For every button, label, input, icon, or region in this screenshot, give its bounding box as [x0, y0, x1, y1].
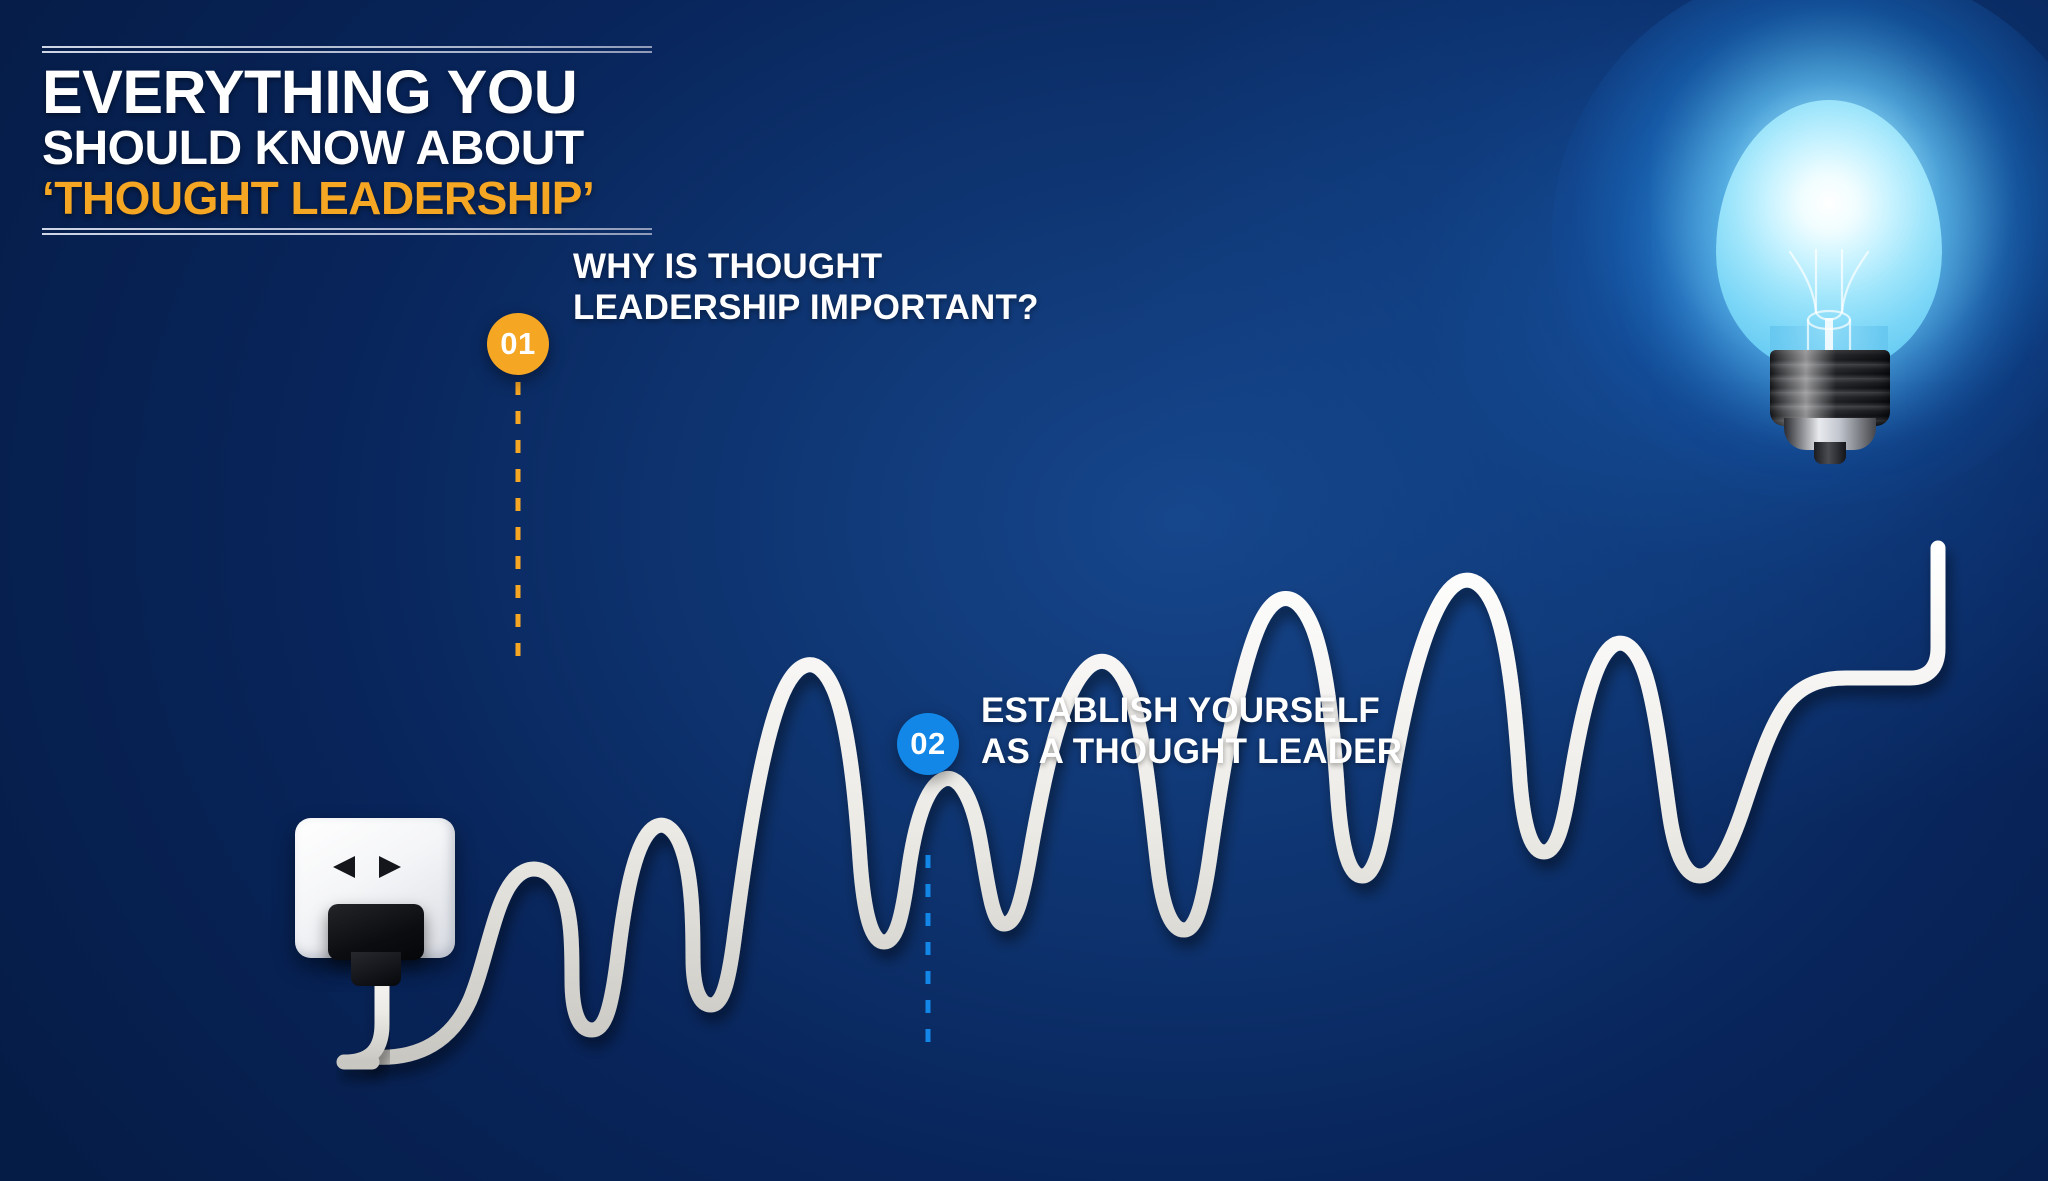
black-power-plug — [328, 904, 424, 960]
bulb-contact-tip — [1814, 442, 1846, 464]
plug-cord-neck — [351, 952, 401, 986]
marker-02-label: ESTABLISH YOURSELF AS A THOUGHT LEADER — [981, 690, 1402, 773]
badge-number-02[interactable]: 02 — [897, 713, 959, 775]
marker-01-label-line1: WHY IS THOUGHT — [573, 247, 883, 286]
socket-slot-right-icon — [379, 856, 401, 878]
marker-02[interactable]: 02 ESTABLISH YOURSELF AS A THOUGHT LEADE… — [897, 691, 1402, 775]
title-line-1: EVERYTHING YOU — [42, 58, 578, 126]
bulb-base-highlight — [1770, 350, 1890, 426]
cord-path — [364, 540, 1946, 1065]
title-block: EVERYTHING YOU SHOULD KNOW ABOUT ‘THOUGH… — [42, 46, 662, 236]
marker-02-label-line1: ESTABLISH YOURSELF — [981, 691, 1381, 730]
marker-01-label: WHY IS THOUGHT LEADERSHIP IMPORTANT? — [573, 246, 1039, 329]
title-line-2: SHOULD KNOW ABOUT — [42, 122, 584, 176]
title-line-3-highlight: ‘THOUGHT LEADERSHIP’ — [42, 172, 595, 225]
title-top-rule-decoration — [42, 46, 652, 53]
marker-02-label-line2: AS A THOUGHT LEADER — [981, 732, 1403, 772]
badge-number-01[interactable]: 01 — [487, 313, 549, 375]
glowing-light-bulb — [1552, 0, 2048, 504]
marker-01-label-line2: LEADERSHIP IMPORTANT? — [573, 288, 1039, 328]
title-bottom-rule-decoration — [42, 228, 652, 236]
wall-power-socket — [295, 818, 455, 986]
socket-slot-left-icon — [333, 856, 355, 878]
marker-01[interactable]: 01 WHY IS THOUGHT LEADERSHIP IMPORTANT? — [487, 247, 1039, 375]
bulb-filament-icon — [1788, 248, 1870, 366]
